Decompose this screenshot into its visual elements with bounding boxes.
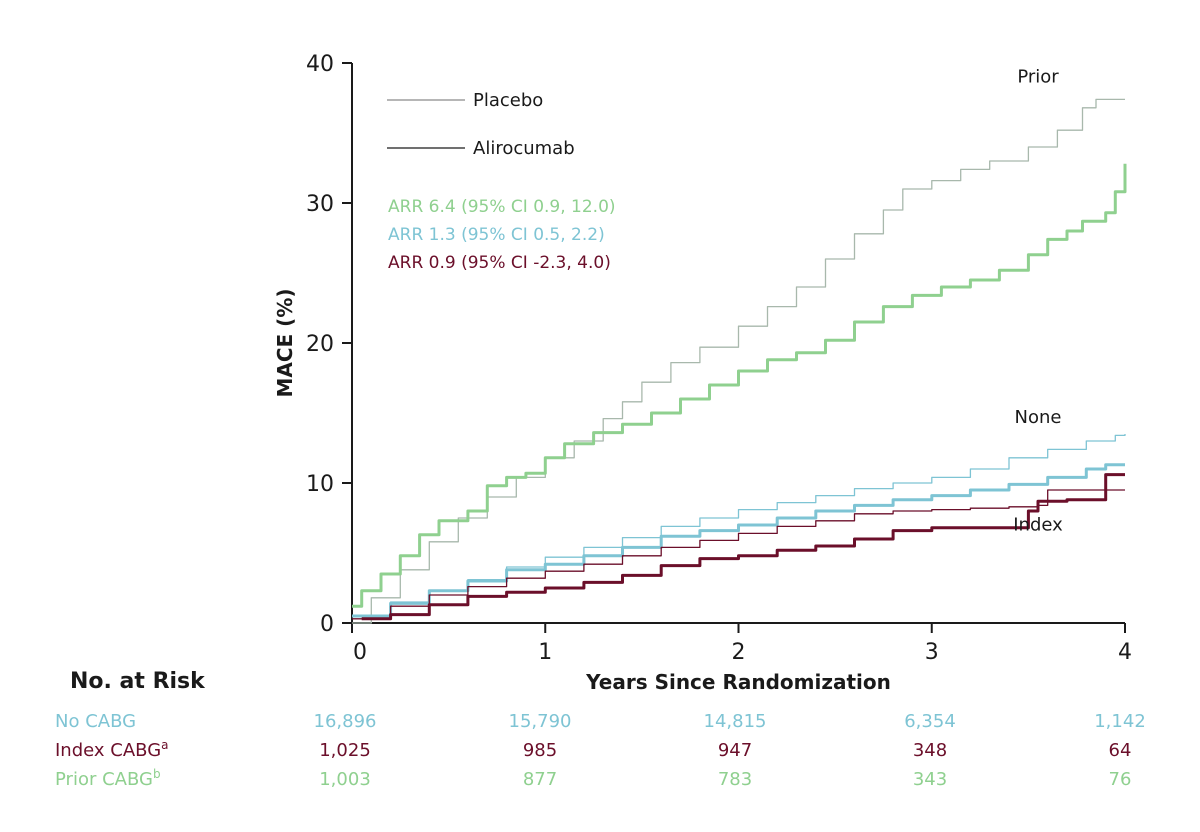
x-tick-label: 2	[732, 640, 746, 665]
group-label-prior: Prior	[1017, 67, 1059, 88]
risk-value: 343	[913, 769, 947, 790]
legend-label: Alirocumab	[473, 138, 575, 159]
y-tick-label: 0	[320, 612, 334, 637]
x-tick-label: 0	[353, 640, 367, 665]
risk-value: 16,896	[314, 711, 377, 732]
group-label-none: None	[1015, 407, 1062, 428]
risk-row-label: Prior CABGb	[55, 767, 161, 790]
curve-none-alirocumab	[352, 463, 1125, 618]
risk-value: 348	[913, 740, 947, 761]
arr-annotation: ARR 0.9 (95% CI -2.3, 4.0)	[388, 253, 611, 273]
x-tick-label: 1	[538, 640, 552, 665]
legend: Placebo Alirocumab	[387, 90, 575, 159]
survival-curves	[352, 98, 1127, 624]
risk-value: 1,025	[319, 740, 371, 761]
arr-annotation: ARR 1.3 (95% CI 0.5, 2.2)	[388, 225, 605, 245]
risk-table-title: No. at Risk	[70, 669, 206, 694]
risk-value: 947	[718, 740, 752, 761]
arr-annotations: ARR 6.4 (95% CI 0.9, 12.0) ARR 1.3 (95% C…	[388, 197, 616, 273]
x-tick-label: 4	[1118, 640, 1132, 665]
risk-value: 783	[718, 769, 752, 790]
risk-value: 985	[523, 740, 557, 761]
x-tick-label: 3	[925, 640, 939, 665]
risk-value: 877	[523, 769, 557, 790]
risk-row-label: Index CABGa	[55, 738, 169, 761]
risk-value: 14,815	[704, 711, 767, 732]
axes: 0 10 20 30 40 0 1 2 3 4 Years Since Randomization M…	[273, 52, 1132, 694]
risk-value: 64	[1109, 740, 1132, 761]
arr-annotation: ARR 6.4 (95% CI 0.9, 12.0)	[388, 197, 616, 217]
group-label-index: Index	[1013, 515, 1063, 536]
curve-index-placebo	[352, 489, 1125, 620]
y-axis-title: MACE (%)	[273, 288, 297, 397]
y-tick-label: 40	[306, 52, 334, 77]
risk-value: 1,142	[1094, 711, 1146, 732]
curve-prior-alirocumab	[352, 163, 1127, 608]
x-axis-title: Years Since Randomization	[585, 670, 891, 694]
y-tick-label: 30	[306, 192, 334, 217]
group-labels: Prior None Index	[1013, 67, 1063, 536]
risk-value: 6,354	[904, 711, 956, 732]
risk-value: 15,790	[509, 711, 572, 732]
risk-row-label: No CABG	[55, 711, 136, 732]
legend-label: Placebo	[473, 90, 543, 111]
risk-table: No. at Risk No CABG 16,896 15,790 14,815 6,35…	[55, 669, 1146, 790]
risk-value: 76	[1109, 769, 1132, 790]
risk-row-footnote: a	[161, 738, 168, 752]
y-tick-label: 10	[306, 472, 334, 497]
y-tick-label: 20	[306, 332, 334, 357]
curve-index-alirocumab	[361, 473, 1125, 621]
risk-value: 1,003	[319, 769, 371, 790]
curve-prior-placebo	[352, 98, 1125, 624]
risk-row-footnote: b	[153, 767, 161, 781]
